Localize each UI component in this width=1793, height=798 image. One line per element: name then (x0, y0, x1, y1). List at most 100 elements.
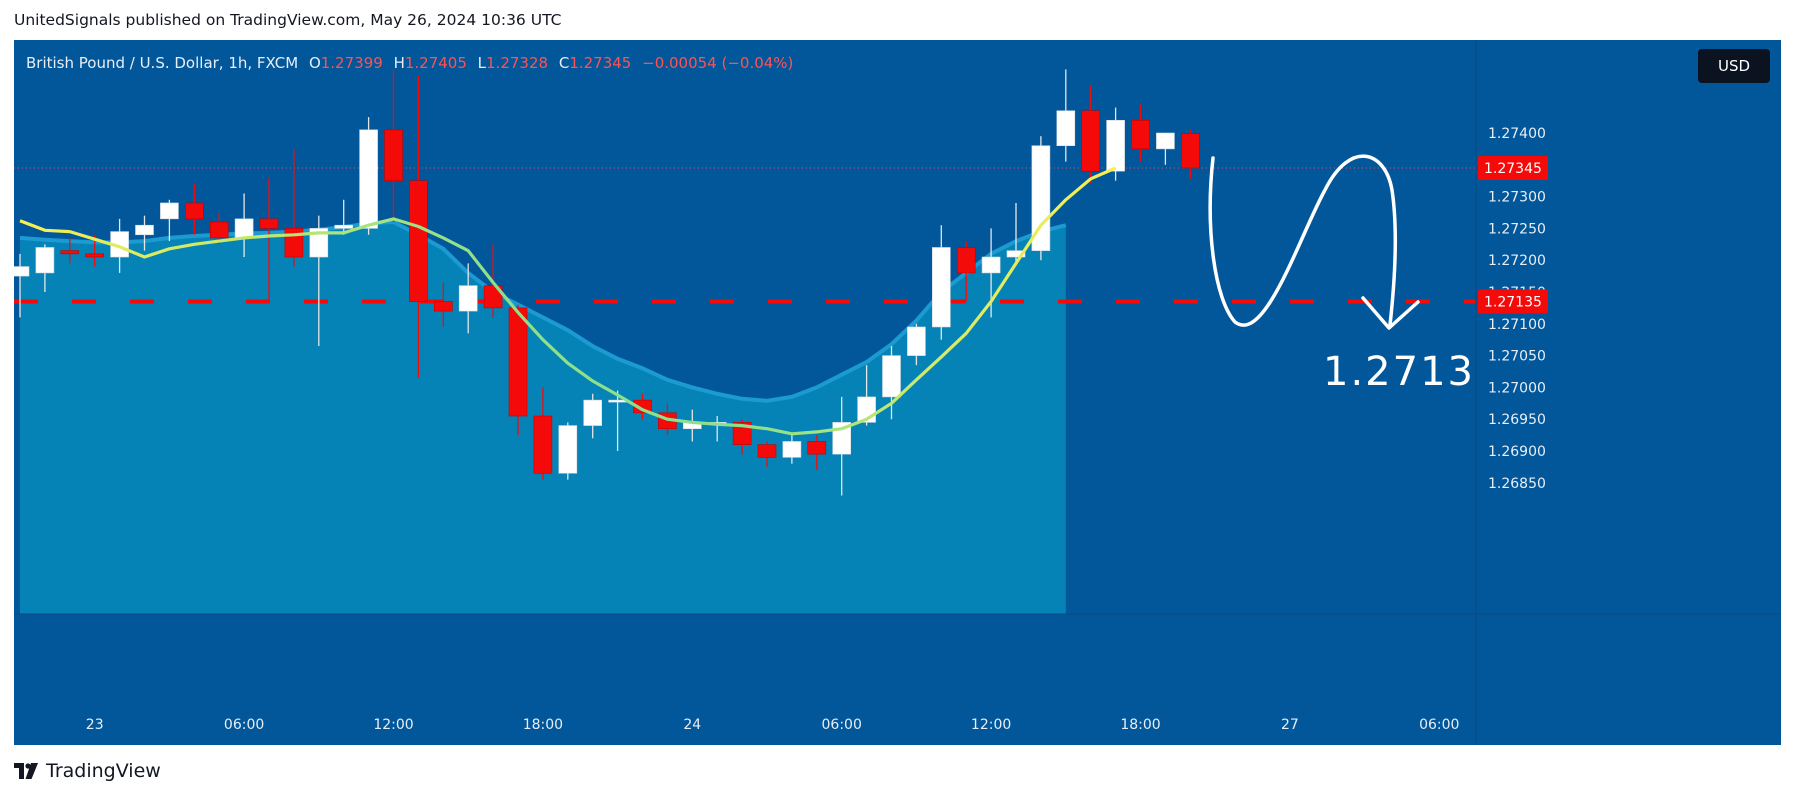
candle-body (14, 266, 30, 277)
legend-close-value: 1.27345 (569, 54, 632, 72)
candle-body (882, 355, 901, 398)
candle[interactable] (956, 241, 976, 302)
legend-open-value: 1.27399 (320, 54, 383, 72)
price-tick-label: 1.26950 (1488, 412, 1546, 428)
candle[interactable] (259, 177, 279, 302)
candle-body (1081, 110, 1100, 172)
last-price-tag (1478, 155, 1548, 180)
legend-high-value: 1.27405 (404, 54, 467, 72)
legend-low-label: L (477, 54, 487, 72)
candle[interactable] (533, 387, 553, 480)
candle[interactable] (1106, 107, 1125, 181)
candle-body (757, 444, 777, 458)
candle[interactable] (110, 218, 129, 273)
legend-low-value: 1.27328 (486, 54, 549, 72)
candle[interactable] (1081, 85, 1100, 184)
candle[interactable] (807, 435, 827, 471)
candle[interactable] (11, 253, 30, 318)
candle-body (433, 301, 453, 312)
candle[interactable] (1131, 104, 1150, 162)
candle-body (309, 228, 329, 258)
price-tick-label: 1.27000 (1488, 380, 1546, 396)
price-tick-label: 1.27400 (1488, 126, 1546, 142)
candle[interactable] (1156, 132, 1175, 165)
candle-body (234, 218, 254, 239)
legend-change-value: −0.00054 (−0.04%) (642, 54, 794, 72)
price-tick-label: 1.26850 (1488, 476, 1546, 492)
candle[interactable] (1181, 129, 1200, 179)
candle[interactable] (882, 346, 901, 420)
currency-button[interactable]: USD (1698, 49, 1770, 83)
price-tick-label: 1.27200 (1488, 253, 1546, 269)
candle[interactable] (633, 393, 652, 420)
candle-body (633, 399, 652, 414)
legend-open-label: O (308, 54, 321, 72)
candle-body (907, 326, 926, 356)
time-tick-label: 06:00 (224, 717, 264, 733)
candle-body (85, 253, 104, 258)
candle[interactable] (508, 304, 528, 436)
candle-body (1056, 110, 1076, 147)
candle[interactable] (384, 69, 403, 223)
candle-body (209, 221, 229, 239)
fast-ma-line (19, 166, 1117, 436)
candle-body (508, 307, 528, 417)
candle[interactable] (1006, 202, 1026, 264)
candle-body (807, 441, 827, 455)
candle[interactable] (60, 237, 80, 264)
candle-body (956, 247, 976, 274)
candle[interactable] (185, 183, 204, 235)
legend-high-label: H (393, 54, 405, 72)
price-tick-label: 1.27300 (1488, 190, 1546, 206)
candle[interactable] (359, 117, 378, 235)
candle-body (483, 285, 503, 309)
candle-body (583, 399, 603, 426)
candle-body (1131, 119, 1150, 150)
candle[interactable] (907, 323, 926, 366)
published-caption: UnitedSignals published on TradingView.c… (14, 11, 562, 29)
price-tick-label: 1.27100 (1488, 317, 1546, 333)
time-tick-label: 23 (86, 717, 104, 733)
candle-body (732, 422, 752, 445)
candle-body (1156, 132, 1175, 150)
candle[interactable] (458, 263, 478, 334)
candle-body (135, 224, 154, 236)
candle[interactable] (583, 393, 603, 439)
candle[interactable] (433, 282, 453, 327)
candle[interactable] (35, 244, 55, 292)
candle-body (359, 129, 378, 229)
candle-body (1181, 133, 1200, 169)
candle[interactable] (757, 441, 777, 467)
candle[interactable] (558, 422, 578, 480)
candle[interactable] (284, 148, 304, 267)
projection-curve-path (1208, 154, 1398, 327)
candle-body (931, 247, 951, 328)
candle-body (533, 415, 553, 474)
candle-body (334, 224, 354, 229)
candle[interactable] (209, 212, 229, 245)
candle[interactable] (1031, 136, 1051, 261)
time-tick-label: 24 (683, 717, 701, 733)
time-tick-label: 12:00 (971, 717, 1011, 733)
candle-body (782, 441, 802, 458)
candle-body (1031, 145, 1051, 251)
tradingview-logo-text: TradingView (46, 760, 161, 782)
candle[interactable] (160, 199, 179, 242)
tradingview-logo-icon (14, 763, 38, 779)
time-tick-label: 06:00 (822, 717, 862, 733)
legend-close-label: C (558, 54, 570, 72)
tradingview-logo[interactable]: TradingView (14, 760, 161, 782)
price-tick-label: 1.26900 (1488, 444, 1546, 460)
candle[interactable] (334, 199, 354, 235)
candle[interactable] (1056, 69, 1076, 162)
candle-body (981, 256, 1001, 274)
candle[interactable] (234, 193, 254, 258)
candle[interactable] (309, 215, 329, 347)
candle[interactable] (931, 225, 951, 340)
time-tick-label: 12:00 (373, 717, 413, 733)
projection-arrowhead (1361, 296, 1420, 330)
candle[interactable] (135, 215, 154, 251)
candle[interactable] (782, 435, 802, 464)
time-tick-label: 18:00 (523, 717, 563, 733)
